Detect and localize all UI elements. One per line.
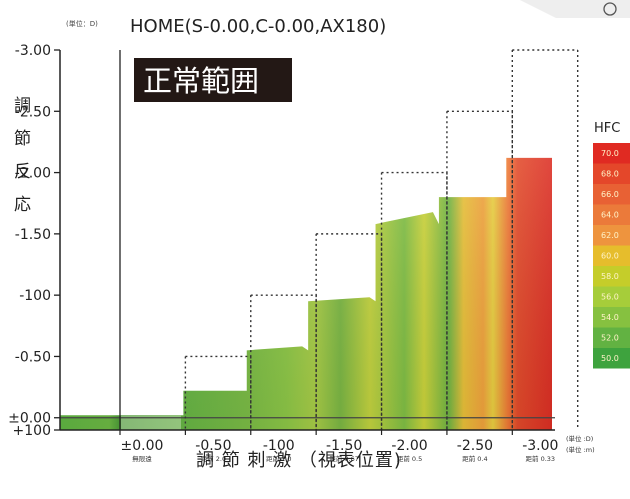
legend-level-label: 60.0 (601, 252, 619, 261)
y-tick-label: -0.50 (15, 349, 51, 365)
x-tick-sublabel: 距前 1.0 (266, 454, 291, 463)
y-title-char: 応 (14, 195, 31, 215)
badge-background (134, 58, 292, 102)
x-tick-label: -2.00 (391, 438, 427, 454)
legend-swatch (593, 143, 630, 164)
y-axis: -3.00 -2.50 -2.00 -1.50 -100 -0.50 ±0.00+100 (8, 43, 60, 439)
y-tick-label: ±0.00 (8, 411, 51, 427)
legend-swatch (593, 307, 630, 328)
legend-swatch (593, 327, 630, 348)
y-title-char: 調 (14, 96, 31, 116)
legend-level-label: 50.0 (601, 354, 619, 363)
legend-level-label: 52.0 (601, 334, 619, 343)
response-value-mark (214, 391, 216, 430)
response-area-shade (60, 157, 552, 430)
legend-level-label: 54.0 (601, 313, 619, 322)
corner-glyph-icon (603, 2, 617, 16)
y-tick-label: -3.00 (15, 43, 51, 59)
legend-level-label: 58.0 (601, 272, 619, 281)
legend-level-label: 68.0 (601, 170, 619, 179)
title-unit-label: (単位：D) (66, 19, 98, 28)
legend-swatch (593, 286, 630, 307)
x-tick-label: -100 (263, 438, 295, 454)
chart-title: HOME(S-0.00,C-0.00,AX180) (130, 16, 386, 37)
response-value-mark (341, 301, 343, 430)
x-tick-label: -2.50 (457, 438, 493, 454)
response-value-mark (528, 158, 530, 430)
legend-level-label: 62.0 (601, 231, 619, 240)
legend-level-label: 56.0 (601, 293, 619, 302)
y-tick-label: -1.50 (15, 227, 51, 243)
x-tick-sublabel: 距前 0.33 (526, 454, 556, 463)
x-tick-label: ±0.00 (121, 438, 164, 454)
y-title-char: 反 (14, 162, 31, 182)
x-tick-sublabel: 無限遠 (132, 454, 152, 463)
x-axis-title: 調 節 刺 激 （視表位置) (196, 450, 402, 471)
y-tick-label: +100 (13, 423, 51, 439)
x-tick-sublabel: 距前 0.67 (329, 454, 359, 463)
x-tick-label: -3.00 (522, 438, 558, 454)
legend-swatch (593, 266, 630, 287)
legend-level-label: 70.0 (601, 149, 619, 158)
legend-swatch (593, 204, 630, 225)
x-tick-sublabel: 距前 2.0 (201, 454, 226, 463)
x-tick-label: -1.50 (326, 438, 362, 454)
response-value-mark (472, 197, 474, 430)
hfc-legend: HFC 70.0 68.0 66.0 64.0 62.0 60.0 58.0 56.0 54.0… (593, 121, 630, 369)
y-tick-label: -100 (19, 288, 51, 304)
response-value-mark (406, 224, 408, 430)
gap-highlight (121, 415, 181, 430)
x-tick-label: -0.50 (195, 438, 231, 454)
x-unit-diopter: (単位 :D) (566, 434, 593, 443)
chart-title-group: (単位：D) HOME(S-0.00,C-0.00,AX180) (66, 16, 386, 37)
y-tick-label: -2.00 (15, 166, 51, 182)
legend-level-label: 64.0 (601, 211, 619, 220)
plot-frame (59, 50, 555, 431)
normal-range-badge: 正常範囲 (134, 58, 292, 102)
legend-swatch (593, 163, 630, 184)
legend-swatch (593, 225, 630, 246)
legend-level-label: 66.0 (601, 190, 619, 199)
legend-swatch (593, 184, 630, 205)
corner-shape (520, 0, 630, 18)
legend-title: HFC (594, 121, 620, 136)
plot-area (59, 49, 579, 431)
y-title-char: 節 (14, 129, 31, 149)
corner-decoration (520, 0, 630, 18)
x-unit-meter: (単位 :m) (566, 445, 595, 454)
y-tick-label: -2.50 (15, 104, 51, 120)
legend-swatch (593, 348, 630, 369)
badge-label: 正常範囲 (143, 64, 259, 98)
x-tick-sublabel: 距前 0.4 (462, 454, 487, 463)
stimulus-staircase-group (184, 49, 579, 430)
response-area-group (60, 157, 555, 430)
x-tick-sublabel: 距前 0.5 (397, 454, 422, 463)
legend-swatch (593, 245, 630, 266)
